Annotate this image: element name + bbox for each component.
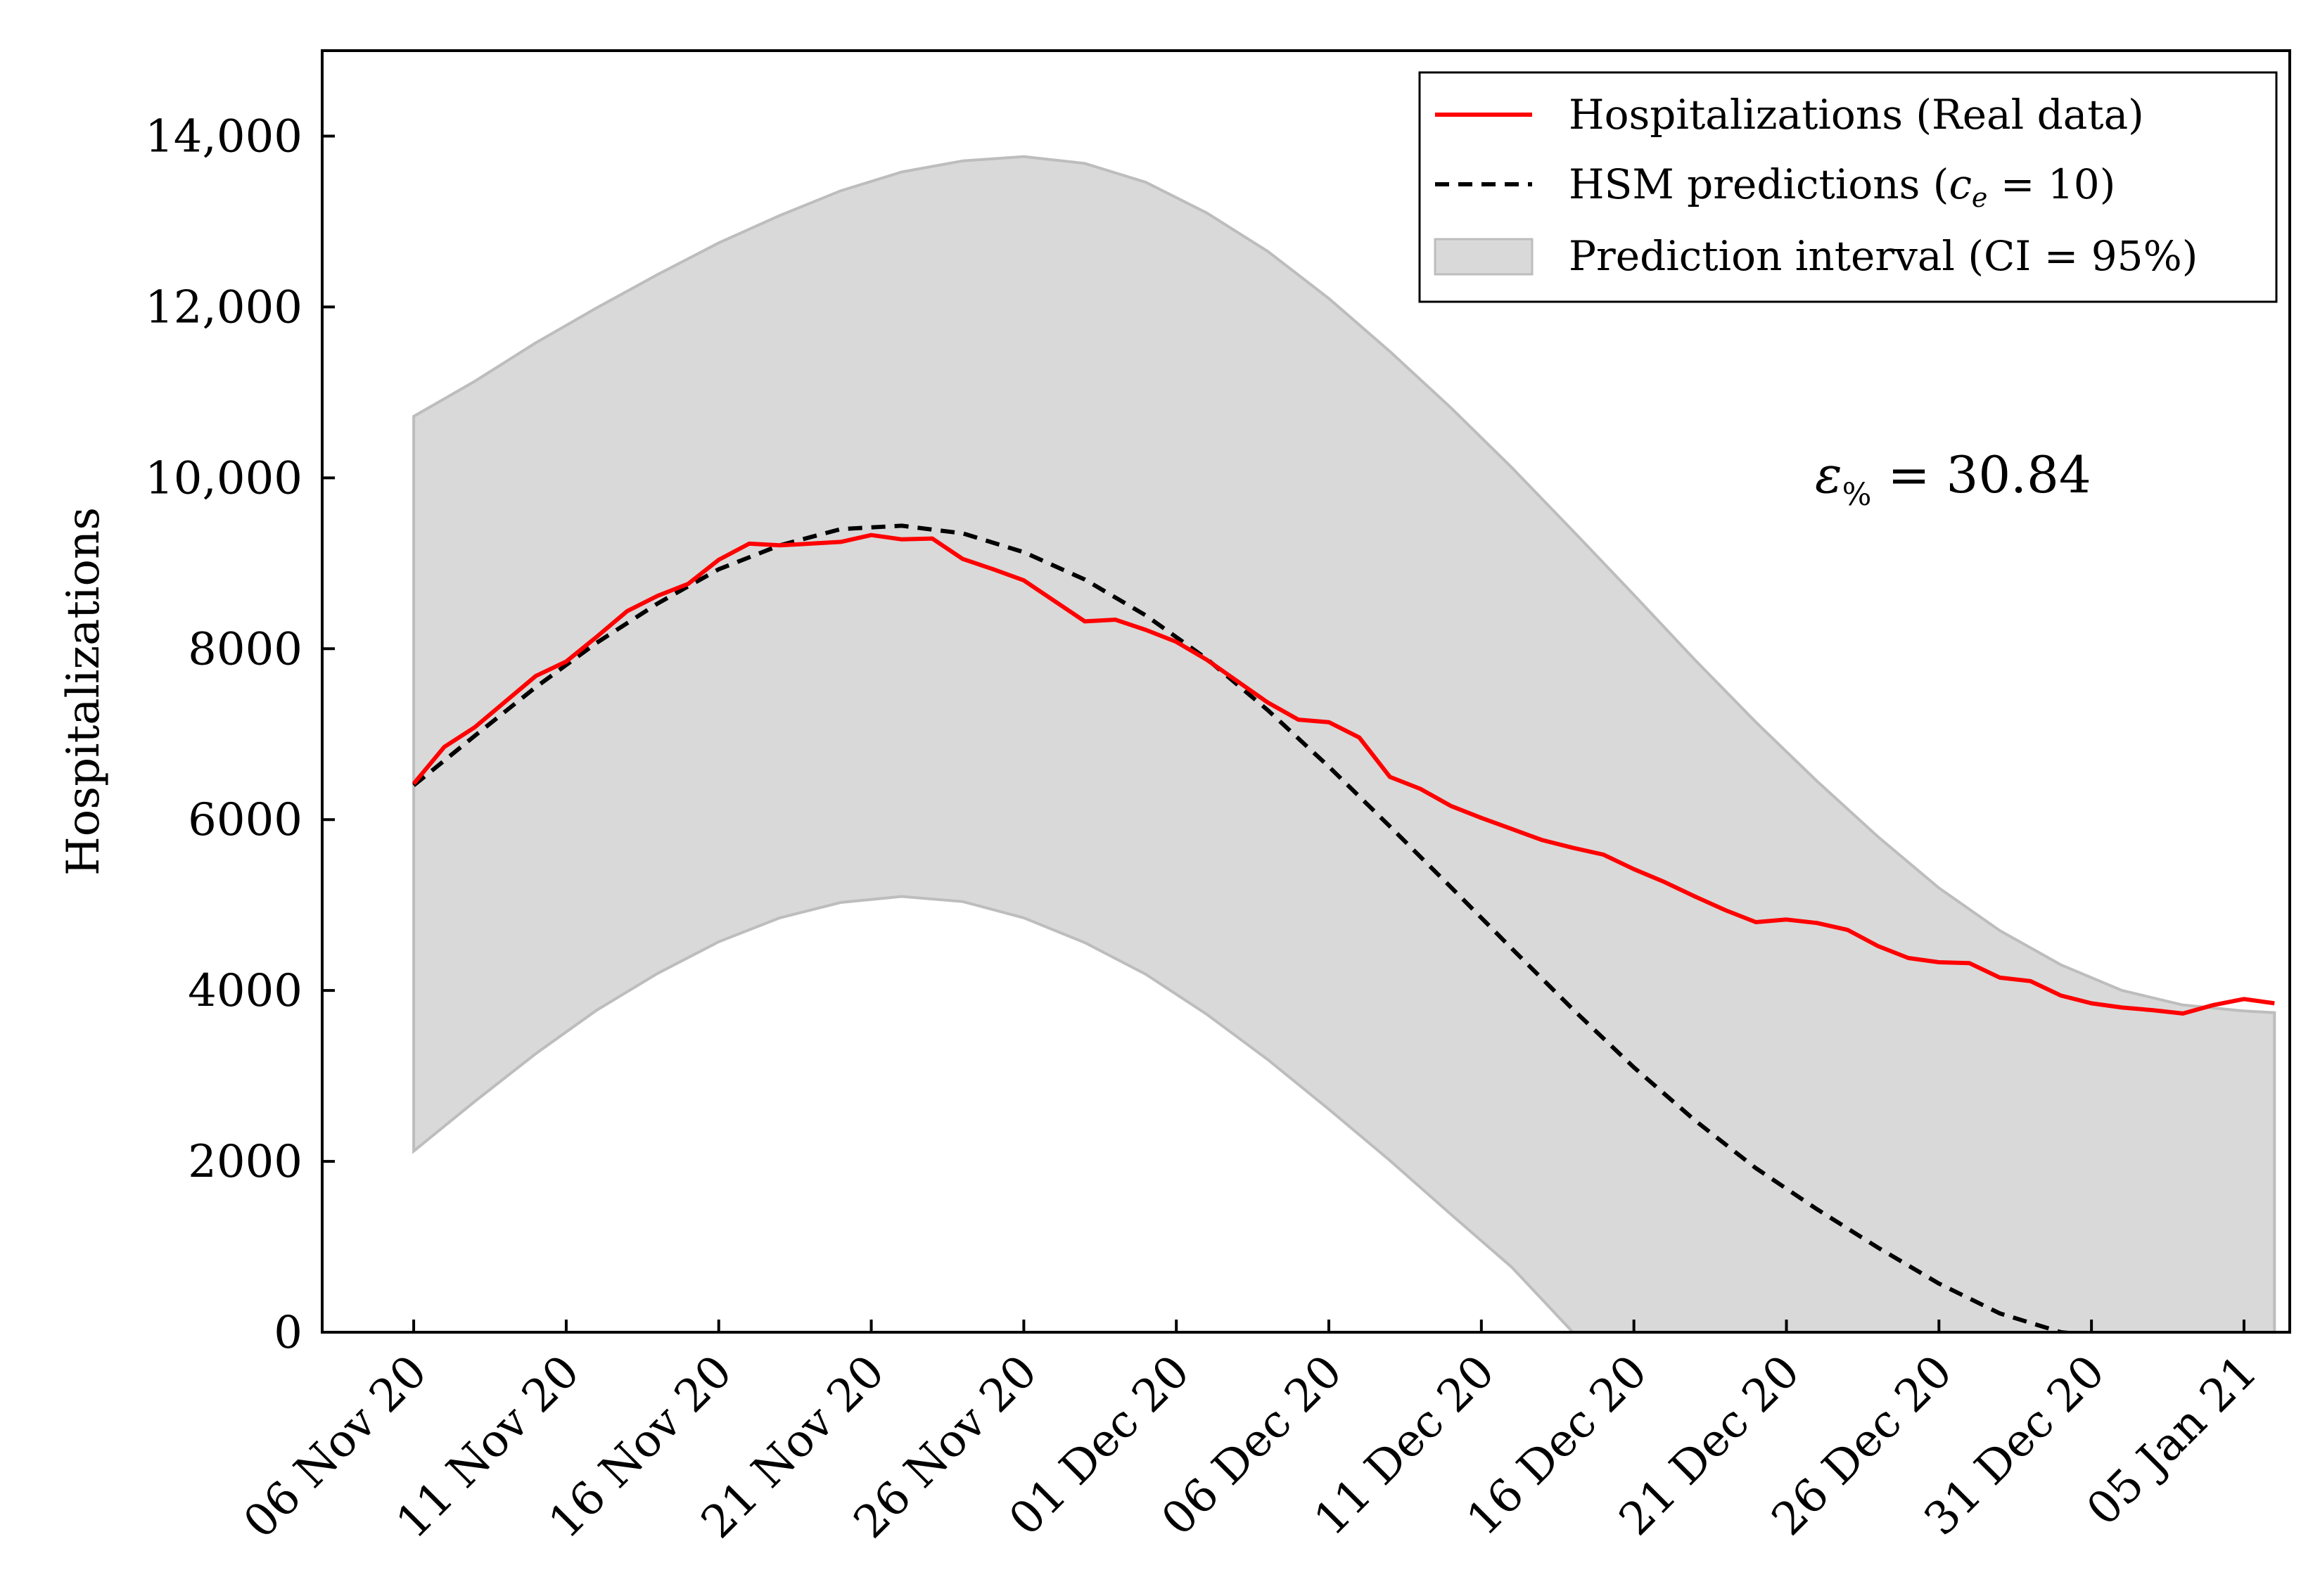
real-data-line — [412, 532, 2275, 1016]
annotation-value: = 30.84 — [1871, 445, 2091, 504]
plot-frame — [321, 49, 2291, 1334]
legend-frame — [1418, 71, 2278, 303]
y-tick-label: 14,000 — [145, 110, 302, 162]
legend-pred-sub: e — [1972, 182, 1988, 213]
legend-band-label: Prediction interval (CI = 95%) — [1569, 232, 2198, 280]
y-tick-label: 0 — [274, 1307, 302, 1359]
y-tick-label: 2000 — [188, 1136, 302, 1188]
legend-band-swatch — [1434, 238, 1534, 276]
legend-pred-prefix: HSM predictions ( — [1569, 160, 1949, 208]
plot-area — [412, 155, 2276, 1332]
legend-pred-suffix: = 10) — [1987, 160, 2115, 208]
error-annotation: ε% = 30.84 — [1815, 445, 2091, 513]
annotation-symbol: ε — [1815, 445, 1842, 504]
y-tick-label: 4000 — [188, 965, 302, 1017]
legend: Hospitalizations (Real data) HSM predict… — [1418, 71, 2278, 303]
y-tick-label: 10,000 — [145, 452, 302, 504]
y-tick-label: 6000 — [188, 794, 302, 846]
y-tick-label: 12,000 — [145, 281, 302, 333]
y-tick-label: 8000 — [188, 623, 302, 675]
annotation-subscript: % — [1842, 477, 1872, 513]
legend-pred-var: c — [1949, 160, 1971, 208]
legend-real-label: Hospitalizations (Real data) — [1569, 91, 2144, 139]
y-axis-label: Hospitalizations — [58, 507, 110, 876]
hsm-prediction-line — [412, 523, 2084, 1332]
prediction-interval-band — [412, 155, 2276, 1332]
legend-pred-label: HSM predictions (ce = 10) — [1569, 160, 2115, 213]
